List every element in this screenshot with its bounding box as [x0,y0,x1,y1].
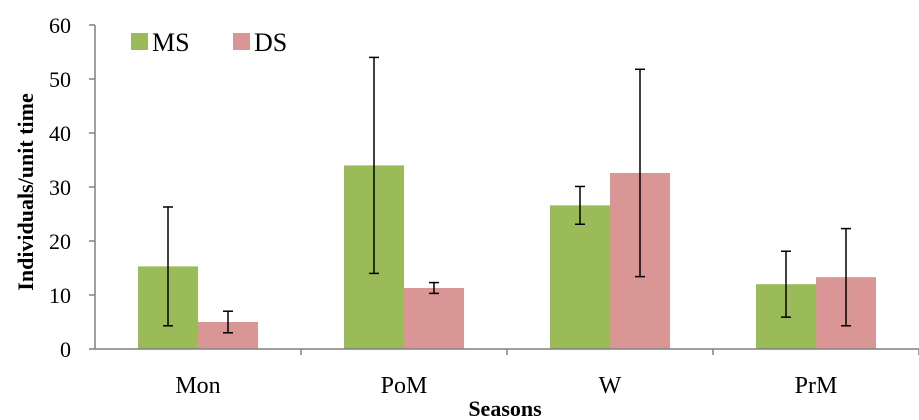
error-bar-ds-prm [841,227,851,327]
y-tick-label: 50 [49,67,71,92]
legend: MS DS [131,28,287,57]
error-bar-ms-mon [163,206,173,327]
error-bar-ds-pom [429,281,439,295]
category-label-prm: PrM [795,373,838,399]
x-axis-ticks [300,349,919,355]
bar-ds-pom [404,287,464,349]
legend-swatch-ds [233,33,250,50]
error-bar-ms-w [575,185,585,226]
error-bar-ms-prm [781,250,791,318]
legend-swatch-ms [131,33,148,50]
x-axis-title: Seasons [468,396,542,420]
y-axis-ticks: 0 10 20 30 40 50 60 [49,13,95,362]
legend-label-ds: DS [254,28,287,57]
category-label-w: W [599,373,622,399]
legend-label-ms: MS [152,28,190,57]
error-bar-ms-pom [369,56,379,275]
error-bar-ds-mon [223,310,233,334]
y-tick-label: 0 [60,337,71,362]
y-tick-label: 20 [49,229,71,254]
legend-item-ms: MS [131,28,190,57]
y-tick-label: 60 [49,13,71,38]
error-bar-ds-w [635,68,645,278]
bars [138,165,876,349]
category-labels: Mon PoM W PrM [175,373,837,399]
category-label-mon: Mon [175,373,220,399]
y-tick-label: 30 [49,175,71,200]
bar-ms-w [550,205,610,349]
legend-item-ds: DS [233,28,287,57]
error-bars [163,56,851,334]
category-label-pom: PoM [381,373,428,399]
y-tick-label: 40 [49,121,71,146]
y-axis-title: Individuals/unit time [13,93,38,291]
y-tick-label: 10 [49,283,71,308]
